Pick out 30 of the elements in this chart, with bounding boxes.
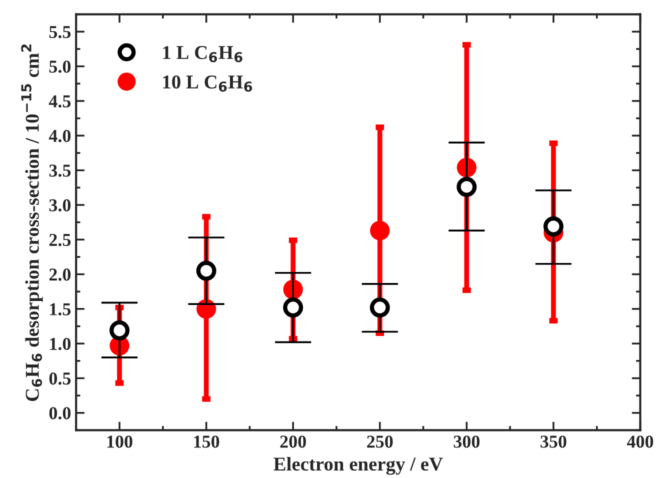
x-tick-label: 300 — [454, 436, 480, 448]
point — [109, 320, 130, 340]
x-tick-label: 200 — [280, 436, 306, 448]
y-tick-label: 0.0 — [49, 407, 71, 420]
x-tick-label: 400 — [626, 436, 654, 448]
y-tick-label: 5.0 — [49, 60, 71, 73]
point — [456, 176, 477, 197]
y-tick-label: 3.0 — [49, 199, 71, 212]
legend-label: 10 L C$_{6}$H$_{6}$ — [163, 75, 252, 92]
point — [370, 220, 390, 240]
x-axis-title: Electron energy / eV — [274, 456, 443, 475]
y-tick-label: 5.5 — [49, 26, 71, 38]
y-tick-label: 4.0 — [48, 130, 71, 142]
x-tick-label: 350 — [540, 436, 566, 448]
legend-label: 1 L C$_{6}$H$_{6}$ — [163, 46, 242, 62]
y-tick-label: 1.5 — [50, 303, 71, 316]
y-tick-label: 2.5 — [49, 234, 71, 246]
y-tick-label: 2.0 — [49, 268, 71, 281]
point — [370, 298, 390, 318]
x-tick-label: 100 — [107, 436, 132, 448]
y-tick-label: 1.0 — [50, 338, 71, 350]
y-tick-label: 3.5 — [49, 164, 71, 177]
point — [196, 260, 216, 281]
x-tick-label: 250 — [367, 436, 393, 448]
x-tick-label: 150 — [194, 436, 220, 448]
y-axis-title: C$_{6}$H$_{6}$ desorption cross-section / 10$^{−15}$ cm$^{2}$ — [21, 44, 43, 401]
point — [543, 216, 564, 236]
y-tick-label: 4.5 — [48, 95, 71, 108]
y-tick-label: 0.5 — [49, 372, 71, 385]
point — [283, 298, 304, 318]
